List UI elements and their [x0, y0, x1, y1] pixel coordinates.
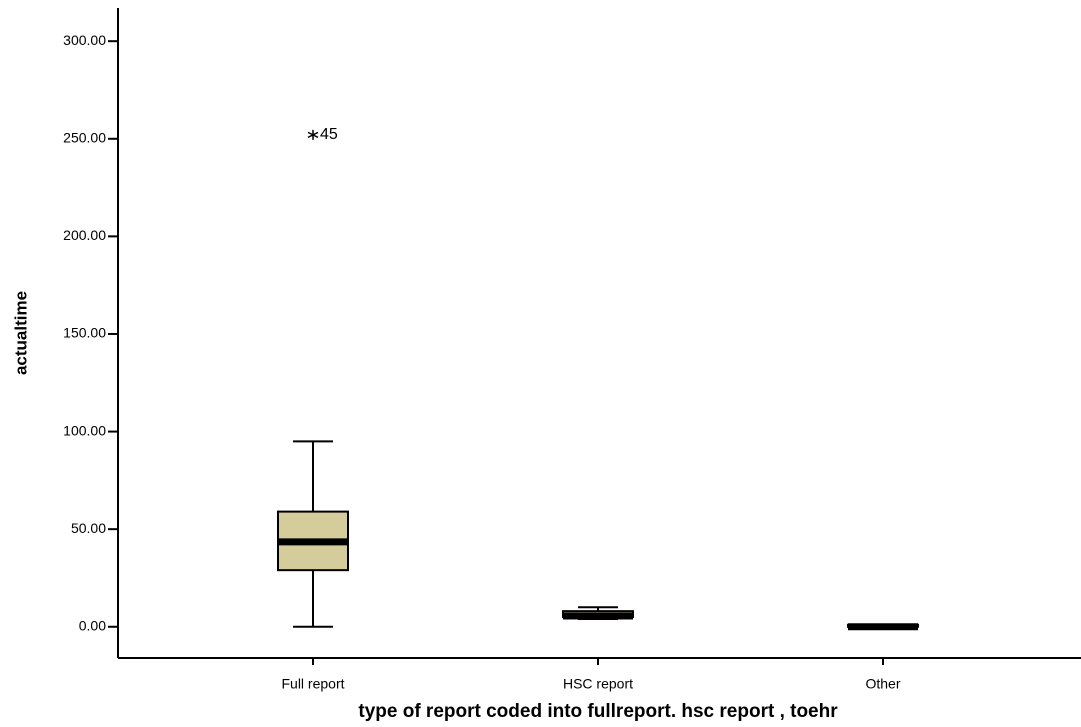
- y-tick-label: 150.00: [63, 325, 106, 341]
- outlier-label: 45: [320, 126, 338, 143]
- y-tick-label: 200.00: [63, 227, 106, 243]
- x-axis-title: type of report coded into fullreport. hs…: [358, 701, 838, 722]
- y-tick-label: 300.00: [63, 32, 106, 48]
- y-tick-label: 0.00: [79, 617, 106, 633]
- y-tick-label: 50.00: [71, 520, 106, 536]
- x-tick-label: HSC report: [563, 676, 633, 692]
- y-tick-label: 100.00: [63, 422, 106, 438]
- outlier: [307, 129, 319, 140]
- x-tick-label: Other: [865, 676, 900, 692]
- y-tick-label: 250.00: [63, 129, 106, 145]
- y-axis-title: actualtime: [11, 291, 30, 375]
- x-tick-label: Full report: [281, 676, 344, 692]
